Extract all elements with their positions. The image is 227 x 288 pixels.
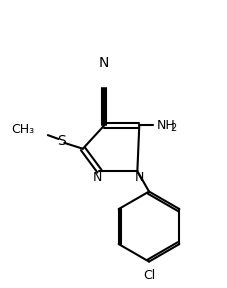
Text: N: N — [99, 56, 109, 70]
Text: 2: 2 — [170, 123, 176, 133]
Text: CH₃: CH₃ — [11, 123, 34, 136]
Text: Cl: Cl — [142, 269, 154, 282]
Text: N: N — [92, 171, 102, 184]
Text: N: N — [134, 171, 143, 184]
Text: NH: NH — [156, 119, 175, 132]
Text: S: S — [57, 134, 66, 148]
